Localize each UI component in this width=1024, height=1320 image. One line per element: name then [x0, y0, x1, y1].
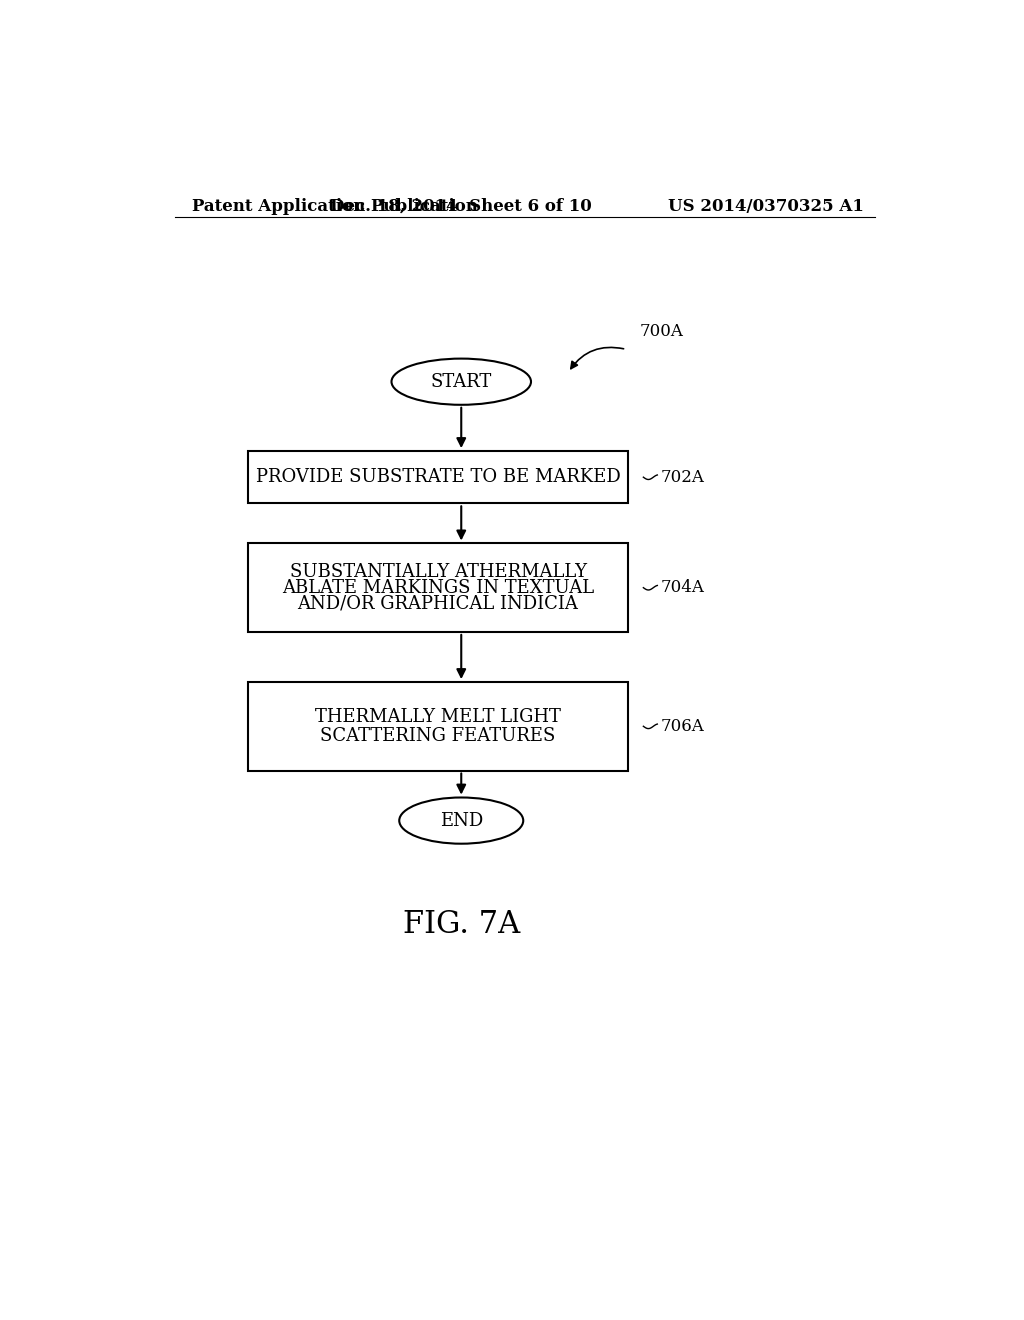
Text: 704A: 704A — [660, 579, 705, 597]
Text: 702A: 702A — [660, 469, 705, 486]
Text: THERMALLY MELT LIGHT: THERMALLY MELT LIGHT — [315, 708, 561, 726]
Text: Patent Application Publication: Patent Application Publication — [191, 198, 477, 215]
Text: SUBSTANTIALLY ATHERMALLY: SUBSTANTIALLY ATHERMALLY — [290, 564, 587, 581]
Text: 700A: 700A — [640, 323, 683, 341]
Text: Dec. 18, 2014  Sheet 6 of 10: Dec. 18, 2014 Sheet 6 of 10 — [331, 198, 592, 215]
Bar — [248, 451, 628, 503]
Text: AND/OR GRAPHICAL INDICIA: AND/OR GRAPHICAL INDICIA — [298, 594, 579, 612]
Bar — [248, 544, 628, 632]
Text: END: END — [439, 812, 483, 829]
Text: SCATTERING FEATURES: SCATTERING FEATURES — [321, 726, 556, 744]
Text: ABLATE MARKINGS IN TEXTUAL: ABLATE MARKINGS IN TEXTUAL — [282, 578, 594, 597]
Text: 706A: 706A — [660, 718, 705, 735]
Bar — [248, 682, 628, 771]
Text: FIG. 7A: FIG. 7A — [402, 909, 520, 940]
Text: START: START — [431, 372, 492, 391]
Text: PROVIDE SUBSTRATE TO BE MARKED: PROVIDE SUBSTRATE TO BE MARKED — [256, 469, 621, 486]
Text: US 2014/0370325 A1: US 2014/0370325 A1 — [669, 198, 864, 215]
